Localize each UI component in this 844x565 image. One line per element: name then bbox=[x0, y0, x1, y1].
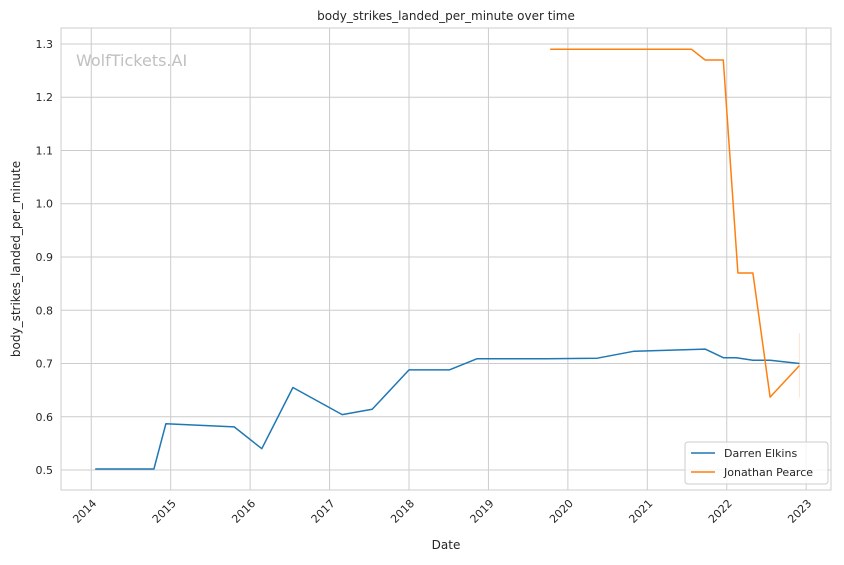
chart-title: body_strikes_landed_per_minute over time bbox=[317, 9, 575, 23]
y-tick-label: 0.7 bbox=[36, 358, 54, 371]
x-tick-label: 2017 bbox=[309, 497, 338, 526]
x-tick-label: 2016 bbox=[229, 497, 258, 526]
y-axis-label: body_strikes_landed_per_minute bbox=[9, 161, 23, 357]
x-tick-label: 2020 bbox=[547, 497, 576, 526]
y-tick-label: 0.8 bbox=[36, 304, 54, 317]
y-tick-label: 1.1 bbox=[36, 144, 54, 157]
legend-label-jonathan-pearce: Jonathan Pearce bbox=[723, 466, 813, 479]
x-tick-label: 2018 bbox=[388, 497, 417, 526]
x-tick-label: 2021 bbox=[626, 497, 655, 526]
watermark: WolfTickets.AI bbox=[76, 51, 187, 70]
x-tick-label: 2022 bbox=[706, 497, 735, 526]
legend-label-darren-elkins: Darren Elkins bbox=[724, 447, 797, 460]
y-tick-label: 0.5 bbox=[36, 464, 54, 477]
x-axis-label: Date bbox=[432, 538, 461, 552]
y-tick-label: 0.6 bbox=[36, 411, 54, 424]
x-tick-label: 2014 bbox=[70, 497, 99, 526]
x-tick-label: 2019 bbox=[468, 497, 497, 526]
y-tick-label: 0.9 bbox=[36, 251, 54, 264]
y-tick-label: 1.3 bbox=[36, 38, 54, 51]
x-tick-label: 2023 bbox=[785, 497, 814, 526]
y-tick-label: 1.2 bbox=[36, 91, 54, 104]
y-tick-label: 1.0 bbox=[36, 198, 54, 211]
x-tick-label: 2015 bbox=[150, 497, 179, 526]
legend: Darren Elkins Jonathan Pearce bbox=[685, 442, 828, 484]
